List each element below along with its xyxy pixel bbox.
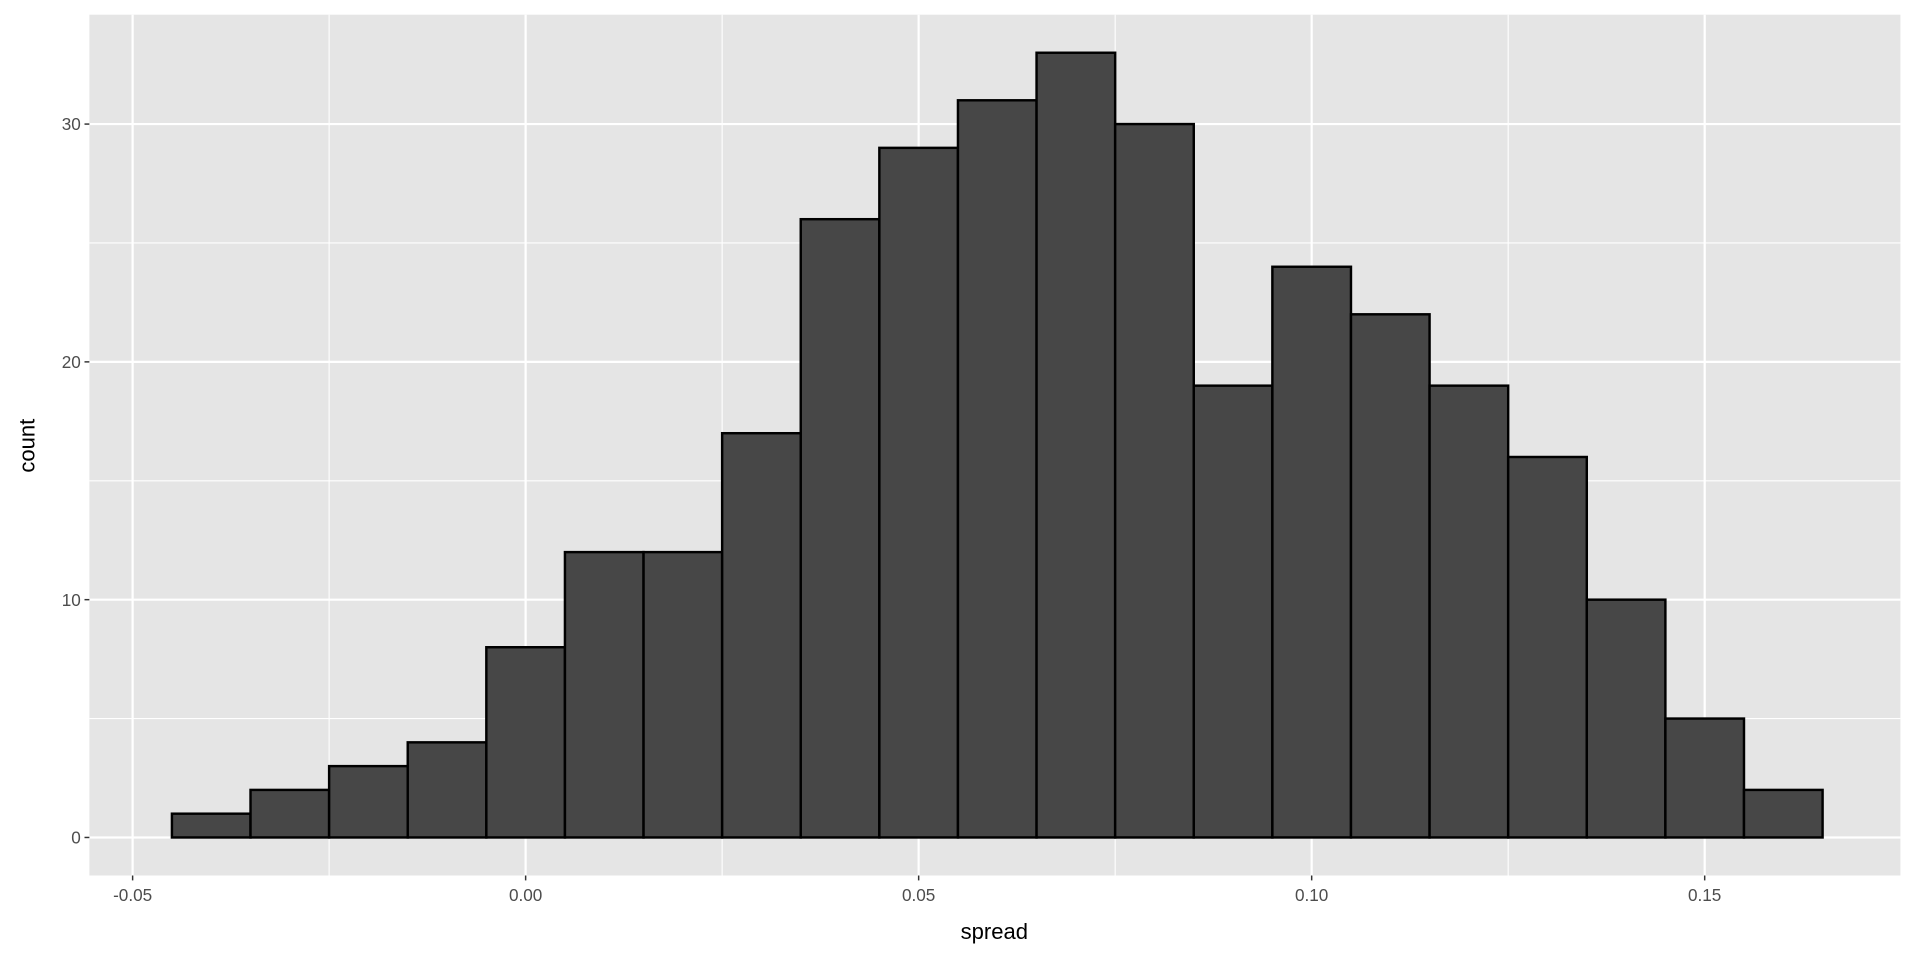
y-tick-label: 10 [62,590,81,610]
histogram-bar [878,146,960,839]
histogram-bar [406,741,488,839]
y-tick-label: 0 [71,828,81,848]
histogram-bar [956,99,1038,839]
histogram-bar [1664,717,1746,839]
histogram-bar [642,550,724,839]
histogram-bar [1035,51,1117,839]
histogram-bar [1349,313,1431,839]
histogram-bar [1192,384,1274,839]
histogram-bar [1742,788,1824,839]
x-tick-label: 0.15 [1688,885,1721,905]
axes: -0.05 0.00 0.05 0.10 0.15 0 10 20 30 [62,114,1722,905]
histogram-bar [799,217,881,839]
x-tick-label: 0.00 [509,885,542,905]
histogram-bar [1585,598,1667,839]
x-tick-label: -0.05 [113,885,152,905]
x-tick-label: 0.05 [902,885,935,905]
bars [170,51,1824,839]
histogram-bar [563,550,645,839]
histogram-bar [249,788,331,839]
histogram-bar [327,764,409,839]
histogram-bar [720,431,802,839]
y-axis-title: count [14,419,39,473]
histogram-bar [170,812,252,839]
histogram-bar [1506,455,1589,839]
histogram-bar [1113,122,1195,839]
histogram-bar [1428,384,1510,839]
histogram-bar [485,646,567,839]
y-tick-label: 20 [62,352,81,372]
y-tick-label: 30 [62,114,81,134]
histogram-bar [1271,265,1353,839]
x-tick-label: 0.10 [1295,885,1328,905]
x-axis-title: spread [961,919,1028,944]
